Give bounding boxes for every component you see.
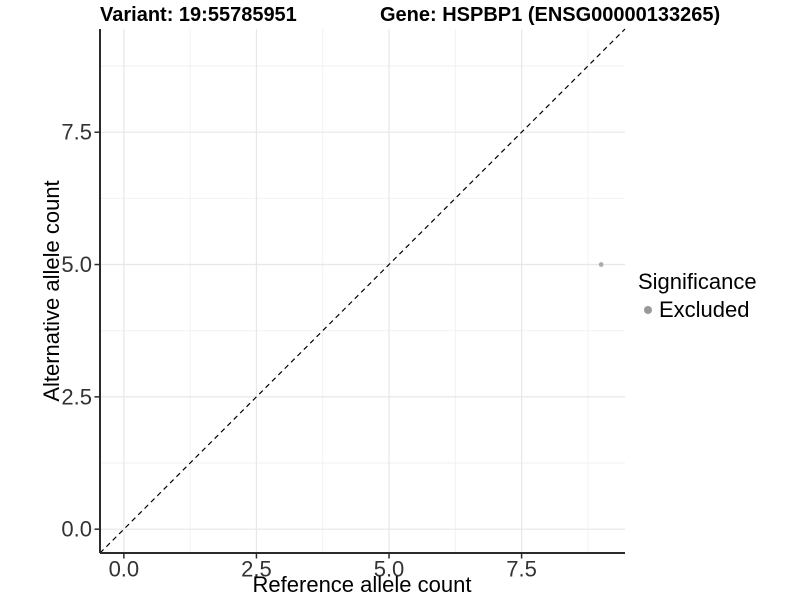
legend-title: Significance bbox=[638, 269, 757, 294]
y-tick-label: 0.0 bbox=[61, 517, 92, 542]
y-tick-label: 5.0 bbox=[61, 252, 92, 277]
x-tick-label: 7.5 bbox=[506, 557, 537, 582]
identity-dashed-line bbox=[99, 28, 626, 554]
y-tick-label: 2.5 bbox=[61, 384, 92, 409]
legend-item-excluded: Excluded bbox=[638, 297, 757, 323]
y-tick-label: 7.5 bbox=[61, 120, 92, 145]
gene-title: Gene: HSPBP1 (ENSG00000133265) bbox=[380, 4, 721, 26]
legend: Significance Excluded bbox=[638, 270, 757, 323]
x-axis-title: Reference allele count bbox=[252, 572, 472, 597]
x-tick-label: 5.0 bbox=[374, 557, 405, 582]
x-tick-label: 2.5 bbox=[241, 557, 272, 582]
y-axis-title: Alternative allele count bbox=[39, 180, 64, 402]
x-tick-label: 0.0 bbox=[109, 557, 140, 582]
variant-title: Variant: 19:55785951 bbox=[100, 4, 297, 26]
data-point bbox=[598, 262, 604, 267]
legend-item-label: Excluded bbox=[659, 297, 750, 322]
excluded-point-icon bbox=[644, 306, 652, 314]
